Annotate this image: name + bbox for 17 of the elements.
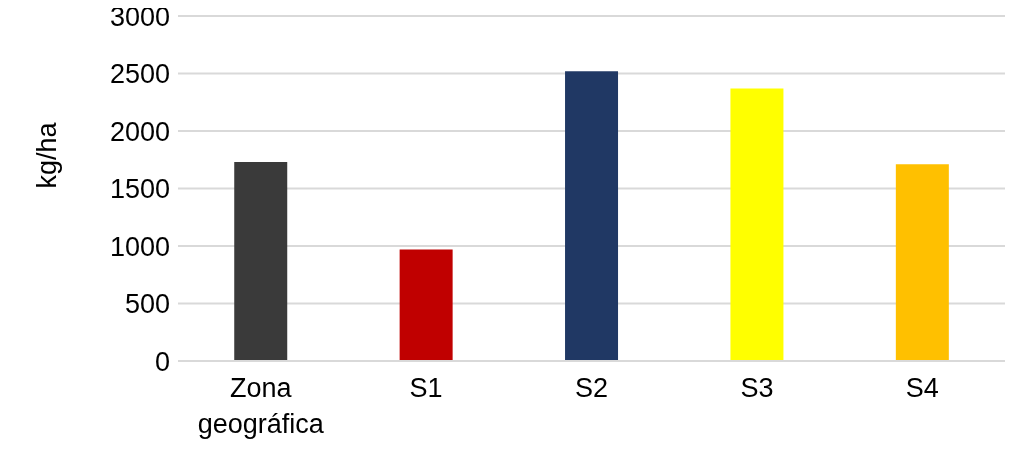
x-tick-label: S1: [409, 373, 443, 403]
x-tick-label: S4: [905, 373, 939, 403]
bar: [730, 88, 784, 361]
x-tick-label: Zona geográfica: [197, 373, 325, 439]
x-tick-label: S2: [574, 373, 609, 403]
y-tick-label: 0: [154, 346, 170, 377]
bar: [895, 164, 949, 361]
y-tick-label: 1000: [109, 231, 170, 262]
x-tick-label: S3: [740, 373, 774, 403]
y-tick-label: 500: [124, 289, 170, 320]
bar: [234, 162, 288, 361]
y-tick-label: 2500: [109, 59, 170, 90]
y-axis-title: kg/ha: [31, 121, 62, 189]
y-tick-label: 2000: [109, 116, 170, 147]
bar: [399, 249, 453, 361]
y-tick-label: 1500: [109, 174, 170, 205]
bar: [565, 71, 619, 361]
